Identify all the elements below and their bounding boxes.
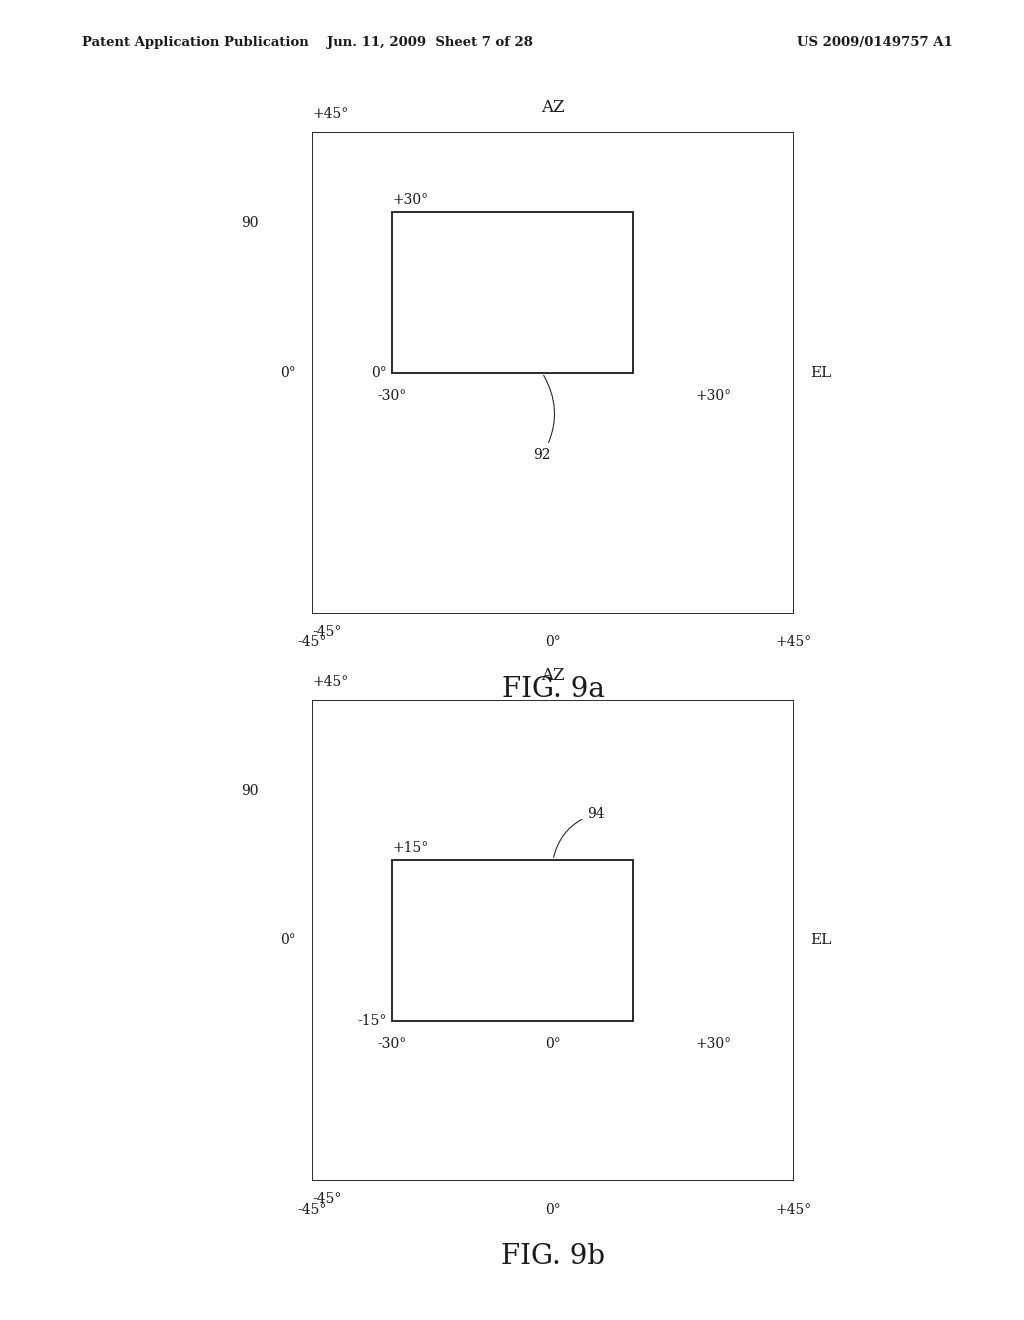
FancyBboxPatch shape (312, 700, 794, 1181)
Text: +45°: +45° (312, 107, 348, 121)
Text: 92: 92 (534, 375, 555, 462)
FancyBboxPatch shape (392, 213, 633, 372)
Text: -45°: -45° (312, 624, 341, 639)
Text: -45°: -45° (297, 1203, 327, 1217)
Text: 0°: 0° (281, 933, 296, 948)
Text: -45°: -45° (312, 1192, 341, 1206)
Text: +45°: +45° (776, 635, 812, 649)
Text: 0°: 0° (545, 1203, 561, 1217)
Text: -30°: -30° (378, 1038, 407, 1051)
Text: -30°: -30° (378, 389, 407, 403)
Text: -45°: -45° (297, 635, 327, 649)
Text: +30°: +30° (392, 193, 428, 207)
Text: 0°: 0° (281, 366, 296, 380)
Text: EL: EL (810, 933, 831, 948)
FancyBboxPatch shape (312, 132, 794, 614)
Text: US 2009/0149757 A1: US 2009/0149757 A1 (797, 36, 952, 49)
Text: FIG. 9b: FIG. 9b (501, 1243, 605, 1270)
FancyBboxPatch shape (392, 861, 633, 1020)
Text: Jun. 11, 2009  Sheet 7 of 28: Jun. 11, 2009 Sheet 7 of 28 (327, 36, 534, 49)
Text: Patent Application Publication: Patent Application Publication (82, 36, 308, 49)
Text: FIG. 9a: FIG. 9a (502, 676, 604, 702)
Text: 0°: 0° (545, 1038, 561, 1051)
Text: 94: 94 (554, 807, 604, 858)
Text: EL: EL (810, 366, 831, 380)
Text: AZ: AZ (542, 667, 564, 684)
Text: 90: 90 (241, 216, 258, 230)
Text: +15°: +15° (392, 841, 429, 855)
Text: 0°: 0° (545, 635, 561, 649)
Text: 90: 90 (241, 784, 258, 797)
Text: AZ: AZ (542, 99, 564, 116)
Text: 0°: 0° (372, 366, 387, 380)
Text: +45°: +45° (776, 1203, 812, 1217)
Text: +30°: +30° (695, 389, 731, 403)
Text: -15°: -15° (357, 1014, 387, 1028)
Text: +30°: +30° (695, 1038, 731, 1051)
Text: +45°: +45° (312, 675, 348, 689)
